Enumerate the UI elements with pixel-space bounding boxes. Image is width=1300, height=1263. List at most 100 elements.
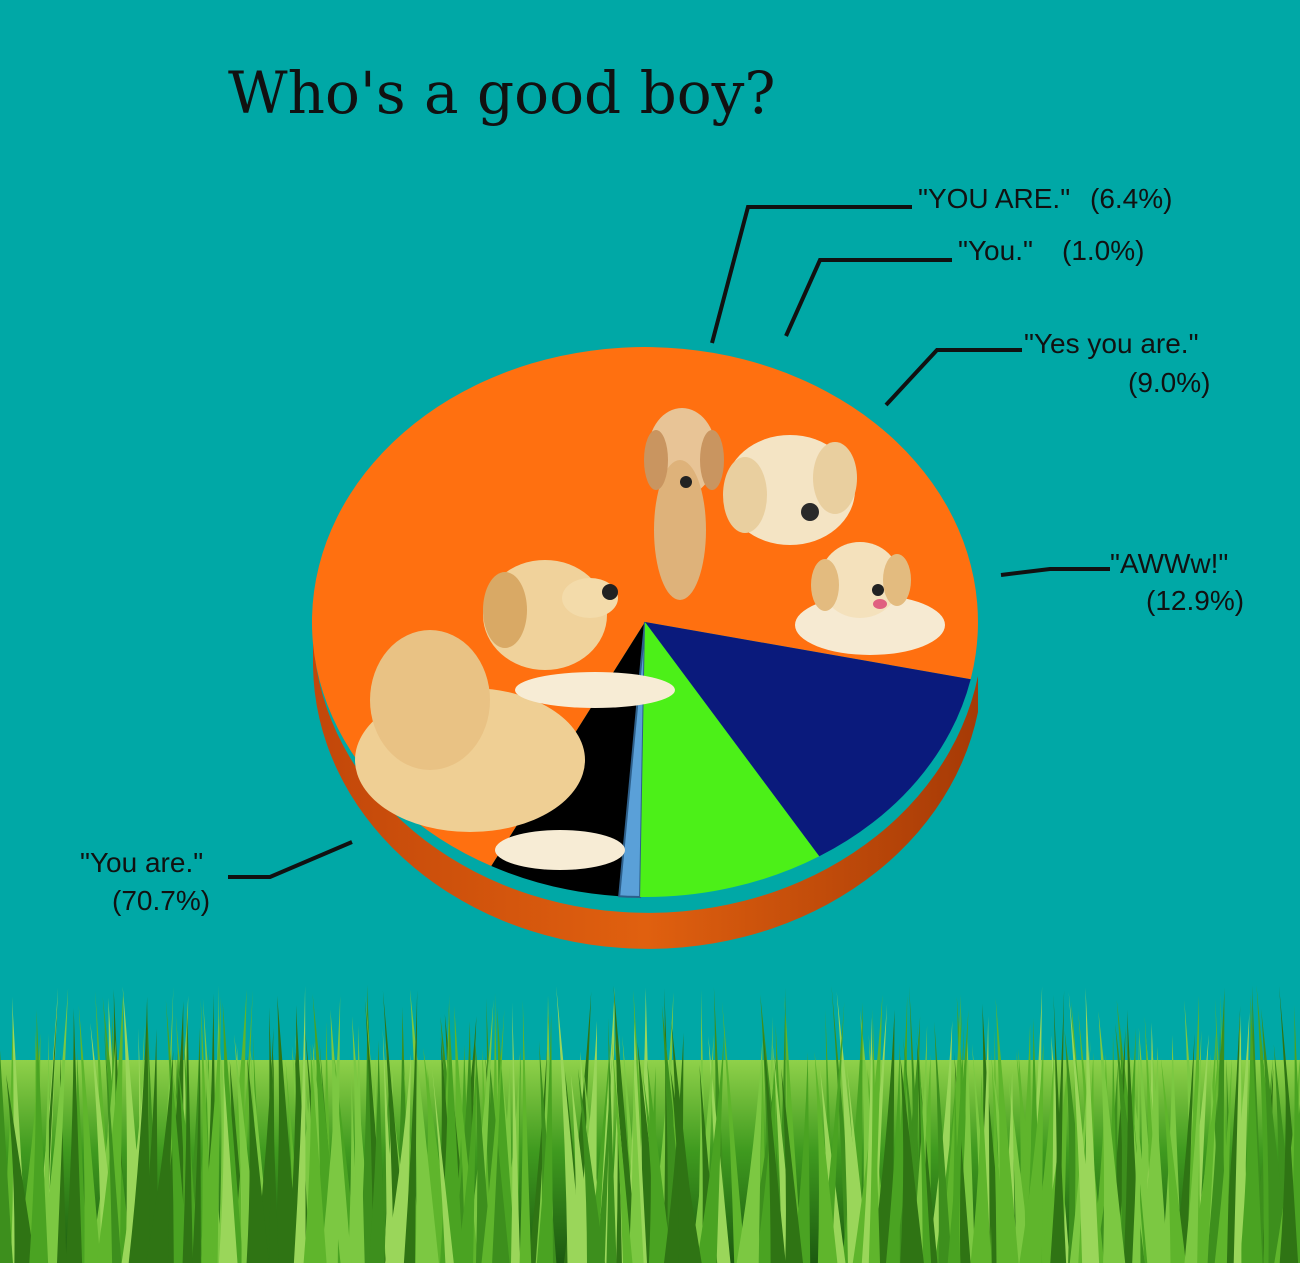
- slice-label-text: "AWWw!": [1110, 548, 1228, 579]
- slice-label-text: "You.": [958, 235, 1033, 266]
- grass-blade: [613, 985, 638, 1263]
- grass-blade: [587, 1039, 611, 1263]
- grass-blade: [519, 1000, 532, 1263]
- grass-blade: [690, 1034, 714, 1263]
- grass-blade: [432, 1068, 454, 1263]
- grass-blade: [814, 1052, 838, 1263]
- grass-blade: [403, 990, 418, 1263]
- grass-blade: [1032, 1053, 1054, 1263]
- grass-blade: [40, 1033, 49, 1263]
- grass-blade: [608, 1033, 620, 1263]
- grass-blade: [141, 1029, 158, 1263]
- grass-blade: [606, 1017, 617, 1263]
- grass-blade: [819, 1002, 845, 1263]
- grass-blade: [40, 988, 69, 1263]
- leader-line-you: [784, 258, 952, 337]
- grass-blade: [664, 1033, 684, 1263]
- grass-blade: [947, 1024, 965, 1263]
- slice-percent-text: (6.4%): [1090, 183, 1172, 214]
- grass-blade: [1069, 1040, 1091, 1263]
- grass-blade: [128, 996, 151, 1263]
- grass-icon: [0, 985, 1300, 1263]
- grass-blade: [1174, 1033, 1195, 1263]
- grass-blade: [481, 1008, 505, 1263]
- grass-blade: [65, 1008, 83, 1263]
- slice-label-awww: "AWWw!" (12.9%): [1110, 548, 1244, 616]
- slice-awww: [645, 622, 971, 857]
- grass-blade: [596, 1059, 612, 1263]
- chart-title: Who's a good boy?: [228, 59, 776, 127]
- grass-blade: [934, 1022, 952, 1263]
- grass-blade: [991, 1050, 1005, 1263]
- grass-blade: [1160, 1057, 1186, 1263]
- grass-blade: [1223, 1006, 1241, 1263]
- grass-blade: [200, 998, 214, 1263]
- slice-label-text: "You are.": [80, 847, 203, 878]
- grass-blade: [246, 1055, 269, 1263]
- grass-blade: [1132, 1036, 1141, 1263]
- slice-label-you-are: "You are." (70.7%): [80, 847, 210, 916]
- grass-blade: [628, 1056, 644, 1263]
- grass-blade: [1279, 1059, 1299, 1263]
- grass-blade: [104, 1026, 122, 1263]
- grass-blade: [647, 1059, 672, 1263]
- grass-blade: [6, 1074, 36, 1263]
- slice-label-you-are-caps: "YOU ARE." (6.4%): [918, 183, 1172, 214]
- grass-blade: [1050, 990, 1065, 1263]
- slice-percent-text: (70.7%): [112, 885, 210, 916]
- grass-blade: [351, 1025, 365, 1263]
- slice-label-yes-you-are: "Yes you are." (9.0%): [1024, 328, 1210, 398]
- leader-line-awww: [1000, 567, 1110, 577]
- grass-blade: [696, 1034, 725, 1263]
- grass-blade: [78, 1005, 101, 1263]
- grass-blade: [736, 1039, 763, 1263]
- grass-blade: [165, 999, 189, 1263]
- leader-line-you-are-caps: [710, 205, 912, 344]
- grass-blade: [368, 1040, 385, 1263]
- grass-blade: [1261, 1008, 1289, 1263]
- grass-blade: [511, 1002, 521, 1263]
- grass-blade: [255, 1028, 274, 1263]
- grass-blade: [577, 1068, 605, 1263]
- grass-blade: [1098, 1011, 1126, 1263]
- grass-blade: [831, 985, 857, 1263]
- leader-line-yes-you-are: [884, 348, 1022, 407]
- slice-yes-you-are: [640, 622, 820, 898]
- grass-blade: [670, 1069, 702, 1263]
- grass-blade: [192, 1039, 201, 1263]
- grass-blade: [886, 1041, 900, 1263]
- grass-blade: [198, 997, 221, 1263]
- slice-label-text: "Yes you are.": [1024, 328, 1199, 359]
- grass-blade: [1137, 1046, 1161, 1263]
- grass-blade: [1191, 1049, 1219, 1263]
- grass-blade: [900, 1055, 924, 1263]
- grass-blade: [182, 1004, 193, 1263]
- grass-blade: [871, 1009, 895, 1263]
- slice-percent-text: (1.0%): [1062, 235, 1144, 266]
- grass-blade: [793, 1052, 811, 1263]
- grass-blade: [781, 1068, 803, 1263]
- labrador-icon: [644, 408, 724, 600]
- grass-blade: [96, 990, 124, 1263]
- grass-blade: [917, 1024, 932, 1263]
- grass-blade: [409, 989, 439, 1263]
- grass-blade: [1224, 1012, 1250, 1263]
- grass-blade: [440, 1020, 454, 1263]
- grass-blade: [762, 1029, 786, 1263]
- grass-blade: [29, 1009, 49, 1263]
- slice-label-you: "You." (1.0%): [958, 235, 1144, 266]
- grass-blade: [1224, 1014, 1242, 1263]
- grass-blade: [1106, 1030, 1126, 1263]
- grass-blade: [122, 986, 146, 1263]
- grass-blade: [1068, 992, 1096, 1263]
- grass-blade: [1214, 1057, 1232, 1263]
- grass-blade: [868, 1008, 880, 1263]
- golden-retriever-lying-icon: [355, 560, 675, 870]
- grass-blade: [1240, 994, 1263, 1263]
- grass-blade: [274, 995, 299, 1263]
- grass-blade: [382, 1029, 396, 1263]
- grass-blade: [661, 1005, 689, 1263]
- grass-blade: [0, 1050, 13, 1263]
- grass-blade: [474, 1032, 492, 1263]
